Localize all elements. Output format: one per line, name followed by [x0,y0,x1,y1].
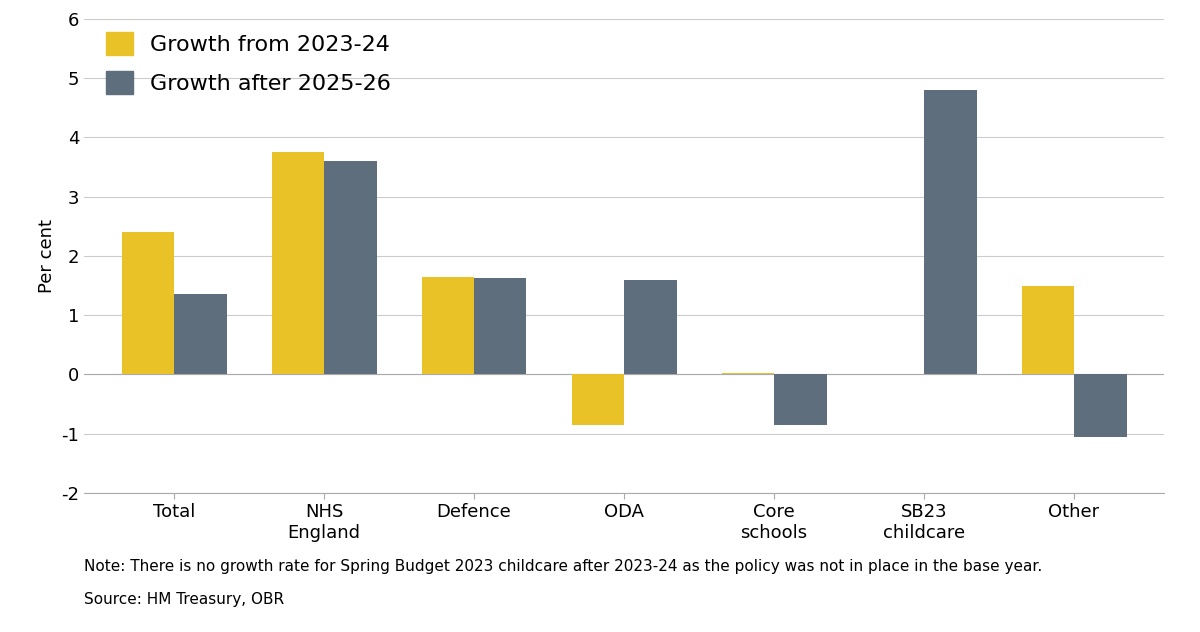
Text: Source: HM Treasury, OBR: Source: HM Treasury, OBR [84,592,284,607]
Y-axis label: Per cent: Per cent [37,219,55,293]
Bar [271,152,324,374]
Bar [474,279,527,374]
Bar [1021,286,1074,374]
Bar [324,161,377,374]
Bar [774,374,827,425]
Bar [174,295,227,374]
Bar [1074,374,1127,437]
Bar [624,279,677,374]
Text: Note: There is no growth rate for Spring Budget 2023 childcare after 2023-24 as : Note: There is no growth rate for Spring… [84,559,1043,574]
Bar [571,374,624,425]
Bar [924,90,977,374]
Legend: Growth from 2023-24, Growth after 2025-26: Growth from 2023-24, Growth after 2025-2… [106,32,391,94]
Bar [121,233,174,374]
Bar [421,277,474,374]
